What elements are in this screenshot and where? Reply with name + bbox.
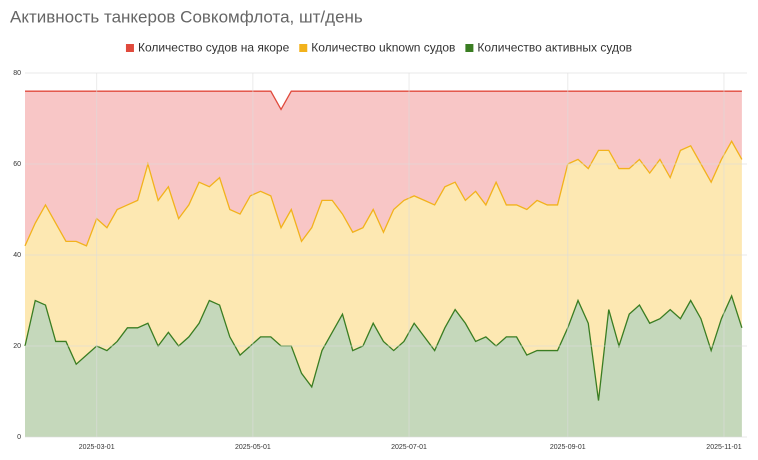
area [25, 91, 742, 246]
legend-swatch [125, 44, 134, 52]
y-tick-label: 0 [17, 434, 21, 441]
x-tick-label: 2025-07-01 [391, 444, 427, 451]
legend-label: Количество uknown судов [311, 41, 455, 55]
legend: Количество судов на якоре Количество ukno… [125, 41, 632, 55]
y-tick-label: 80 [13, 70, 21, 77]
line [24, 139, 743, 247]
x-tick-label: 2025-03-01 [79, 444, 115, 451]
line [24, 294, 743, 401]
x-tick-label: 2025-05-01 [235, 444, 271, 451]
y-tick-label: 40 [13, 252, 21, 259]
legend-label: Количество активных судов [477, 41, 632, 55]
line [25, 90, 742, 111]
x-tick-label: 2025-09-01 [550, 444, 586, 451]
legend-swatch [465, 44, 474, 52]
y-tick-label: 20 [13, 343, 21, 350]
chart-title: Активность танкеров Совкомфлота, шт/день [10, 7, 363, 26]
area [25, 295, 742, 437]
x-tick-label: 2025-11-01 [706, 444, 741, 451]
area [25, 141, 742, 401]
legend-swatch [299, 44, 308, 52]
y-tick-label: 60 [13, 161, 21, 168]
legend-label: Количество судов на якоре [138, 41, 290, 55]
